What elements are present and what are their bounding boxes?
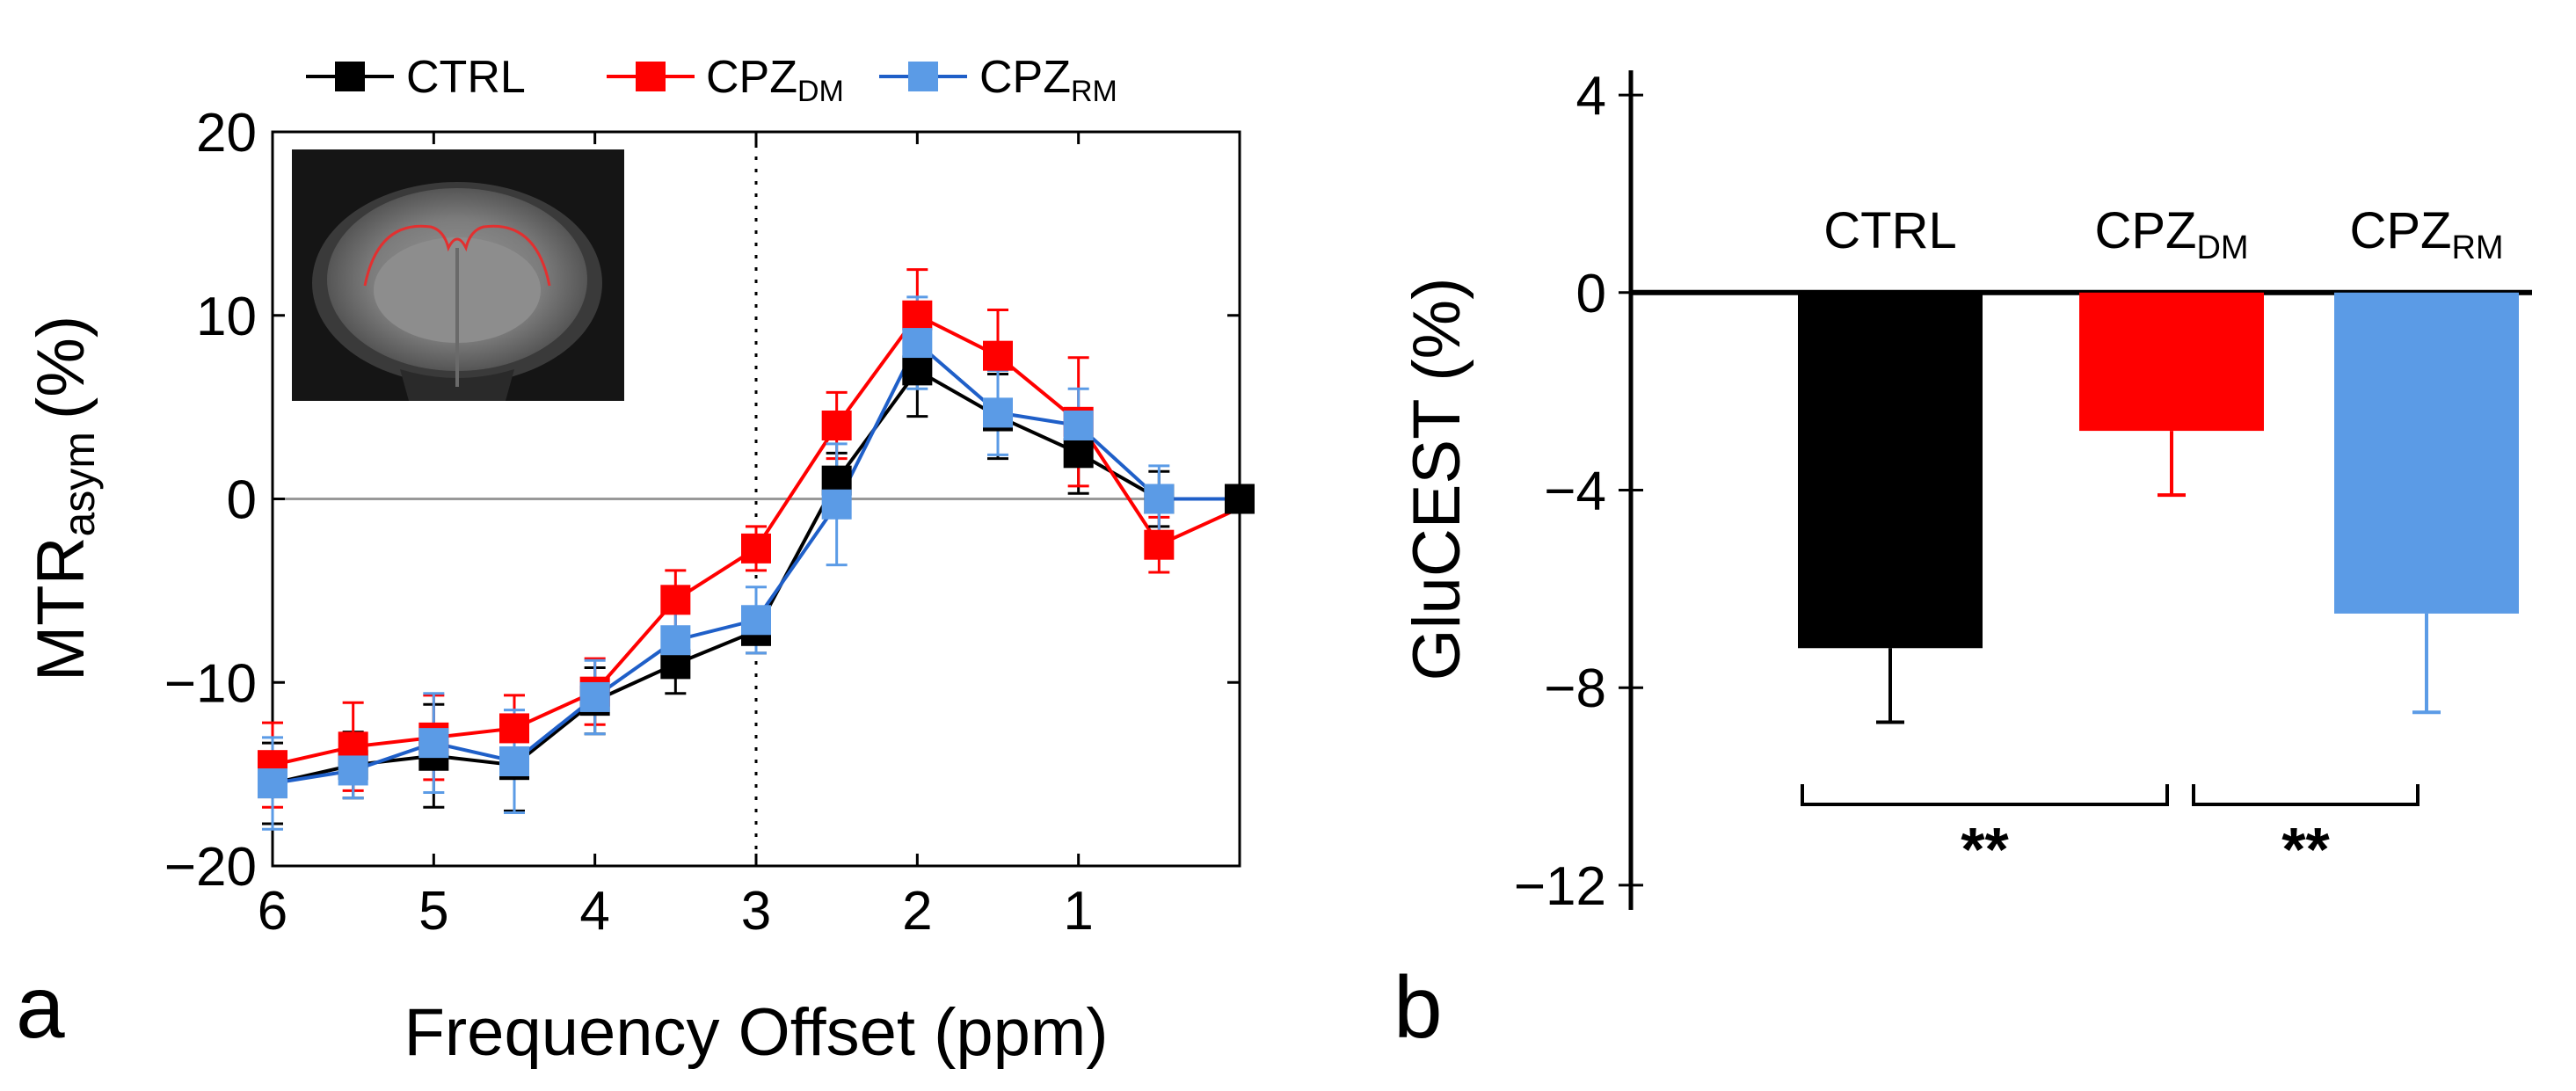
- data-point-cpz_rm: [258, 768, 287, 799]
- data-point-ctrl: [902, 355, 933, 386]
- bars-b: CTRL CPZDM CPZRM: [1798, 202, 2519, 724]
- category-label: CPZDM: [2094, 202, 2248, 266]
- x-tick-label-a: 5: [418, 881, 448, 942]
- data-point-cpz_dm: [902, 300, 933, 331]
- data-point-cpz_rm: [338, 755, 368, 786]
- data-point-cpz_rm: [1063, 411, 1094, 440]
- data-point-cpz_dm: [983, 340, 1013, 371]
- data-point-cpz_rm: [821, 489, 852, 520]
- panel-letter-a: a: [16, 958, 65, 1057]
- significance-brackets: ** **: [1801, 784, 2420, 884]
- data-point-cpz_rm: [983, 397, 1013, 428]
- y-tick-label-a: −20: [164, 837, 257, 898]
- y-tick-label-b: 4: [1576, 66, 1606, 127]
- markers-a: [258, 300, 1255, 799]
- y-axis-label-a: MTRasym(%): [24, 316, 104, 681]
- data-point-cpz_rm: [1144, 484, 1175, 514]
- legend-item-cpz-rm: CPZRM: [879, 52, 1117, 108]
- data-point-cpz_dm: [741, 533, 771, 564]
- mri-inset-image: [292, 149, 624, 401]
- panel-letter-b: b: [1394, 958, 1443, 1057]
- data-point-ctrl: [1063, 438, 1094, 469]
- svg-text:CPZRM: CPZRM: [979, 52, 1117, 108]
- panel-b: 4 0 −4 −8 −12 CTRL CPZDM CPZRM ** ** GluCEST (%…: [1394, 66, 2532, 1057]
- y-tick-label-a: 10: [196, 287, 257, 347]
- y-tick-label-a: 20: [196, 103, 257, 164]
- data-point-ctrl: [1225, 484, 1255, 514]
- y-axis-label-b: GluCEST (%): [1400, 278, 1474, 681]
- data-point-cpz_rm: [499, 746, 529, 777]
- bar-cpz-rm: [2334, 292, 2519, 614]
- data-point-cpz_dm: [821, 411, 852, 440]
- data-point-cpz_rm: [741, 605, 771, 636]
- significance-label: **: [1961, 815, 2009, 884]
- y-tick-label-b: −12: [1514, 856, 1606, 917]
- data-point-cpz_dm: [499, 713, 529, 744]
- legend-a: CTRL CPZDM CPZRM: [306, 52, 1117, 108]
- data-point-cpz_rm: [902, 328, 933, 359]
- y-tick-label-b: −8: [1544, 658, 1606, 719]
- y-tick-label-b: −4: [1544, 462, 1606, 522]
- category-label: CPZRM: [2349, 202, 2503, 266]
- data-point-cpz_rm: [579, 681, 610, 712]
- svg-text:CPZDM: CPZDM: [706, 52, 844, 108]
- svg-text:CTRL: CTRL: [406, 52, 526, 103]
- y-tick-label-a: −10: [164, 653, 257, 714]
- x-tick-label-a: 6: [258, 881, 287, 942]
- x-tick-label-a: 4: [579, 881, 609, 942]
- legend-item-ctrl: CTRL: [306, 52, 526, 103]
- x-tick-label-a: 3: [741, 881, 771, 942]
- legend-item-cpz-dm: CPZDM: [607, 52, 844, 108]
- y-tick-label-a: 0: [227, 470, 257, 531]
- x-axis-label-a: Frequency Offset (ppm): [404, 995, 1108, 1070]
- panel-a: 20 10 0 −10 −206 5 4 3 2 1 MTRasym(%) Frequency O…: [16, 52, 1255, 1070]
- category-label: CTRL: [1823, 202, 1956, 259]
- x-tick-label-a: 1: [1063, 881, 1093, 942]
- x-tick-label-a: 2: [902, 881, 932, 942]
- y-tick-label-b: 0: [1576, 264, 1606, 324]
- significance-bracket: [2192, 784, 2420, 806]
- significance-label: **: [2281, 815, 2330, 884]
- data-point-cpz_dm: [1144, 529, 1175, 560]
- data-point-cpz_rm: [418, 728, 449, 759]
- data-point-cpz_dm: [660, 585, 691, 615]
- bar-cpz-dm: [2079, 292, 2264, 432]
- data-point-cpz_rm: [660, 625, 691, 656]
- bar-ctrl: [1798, 292, 1983, 649]
- significance-bracket: [1801, 784, 2169, 806]
